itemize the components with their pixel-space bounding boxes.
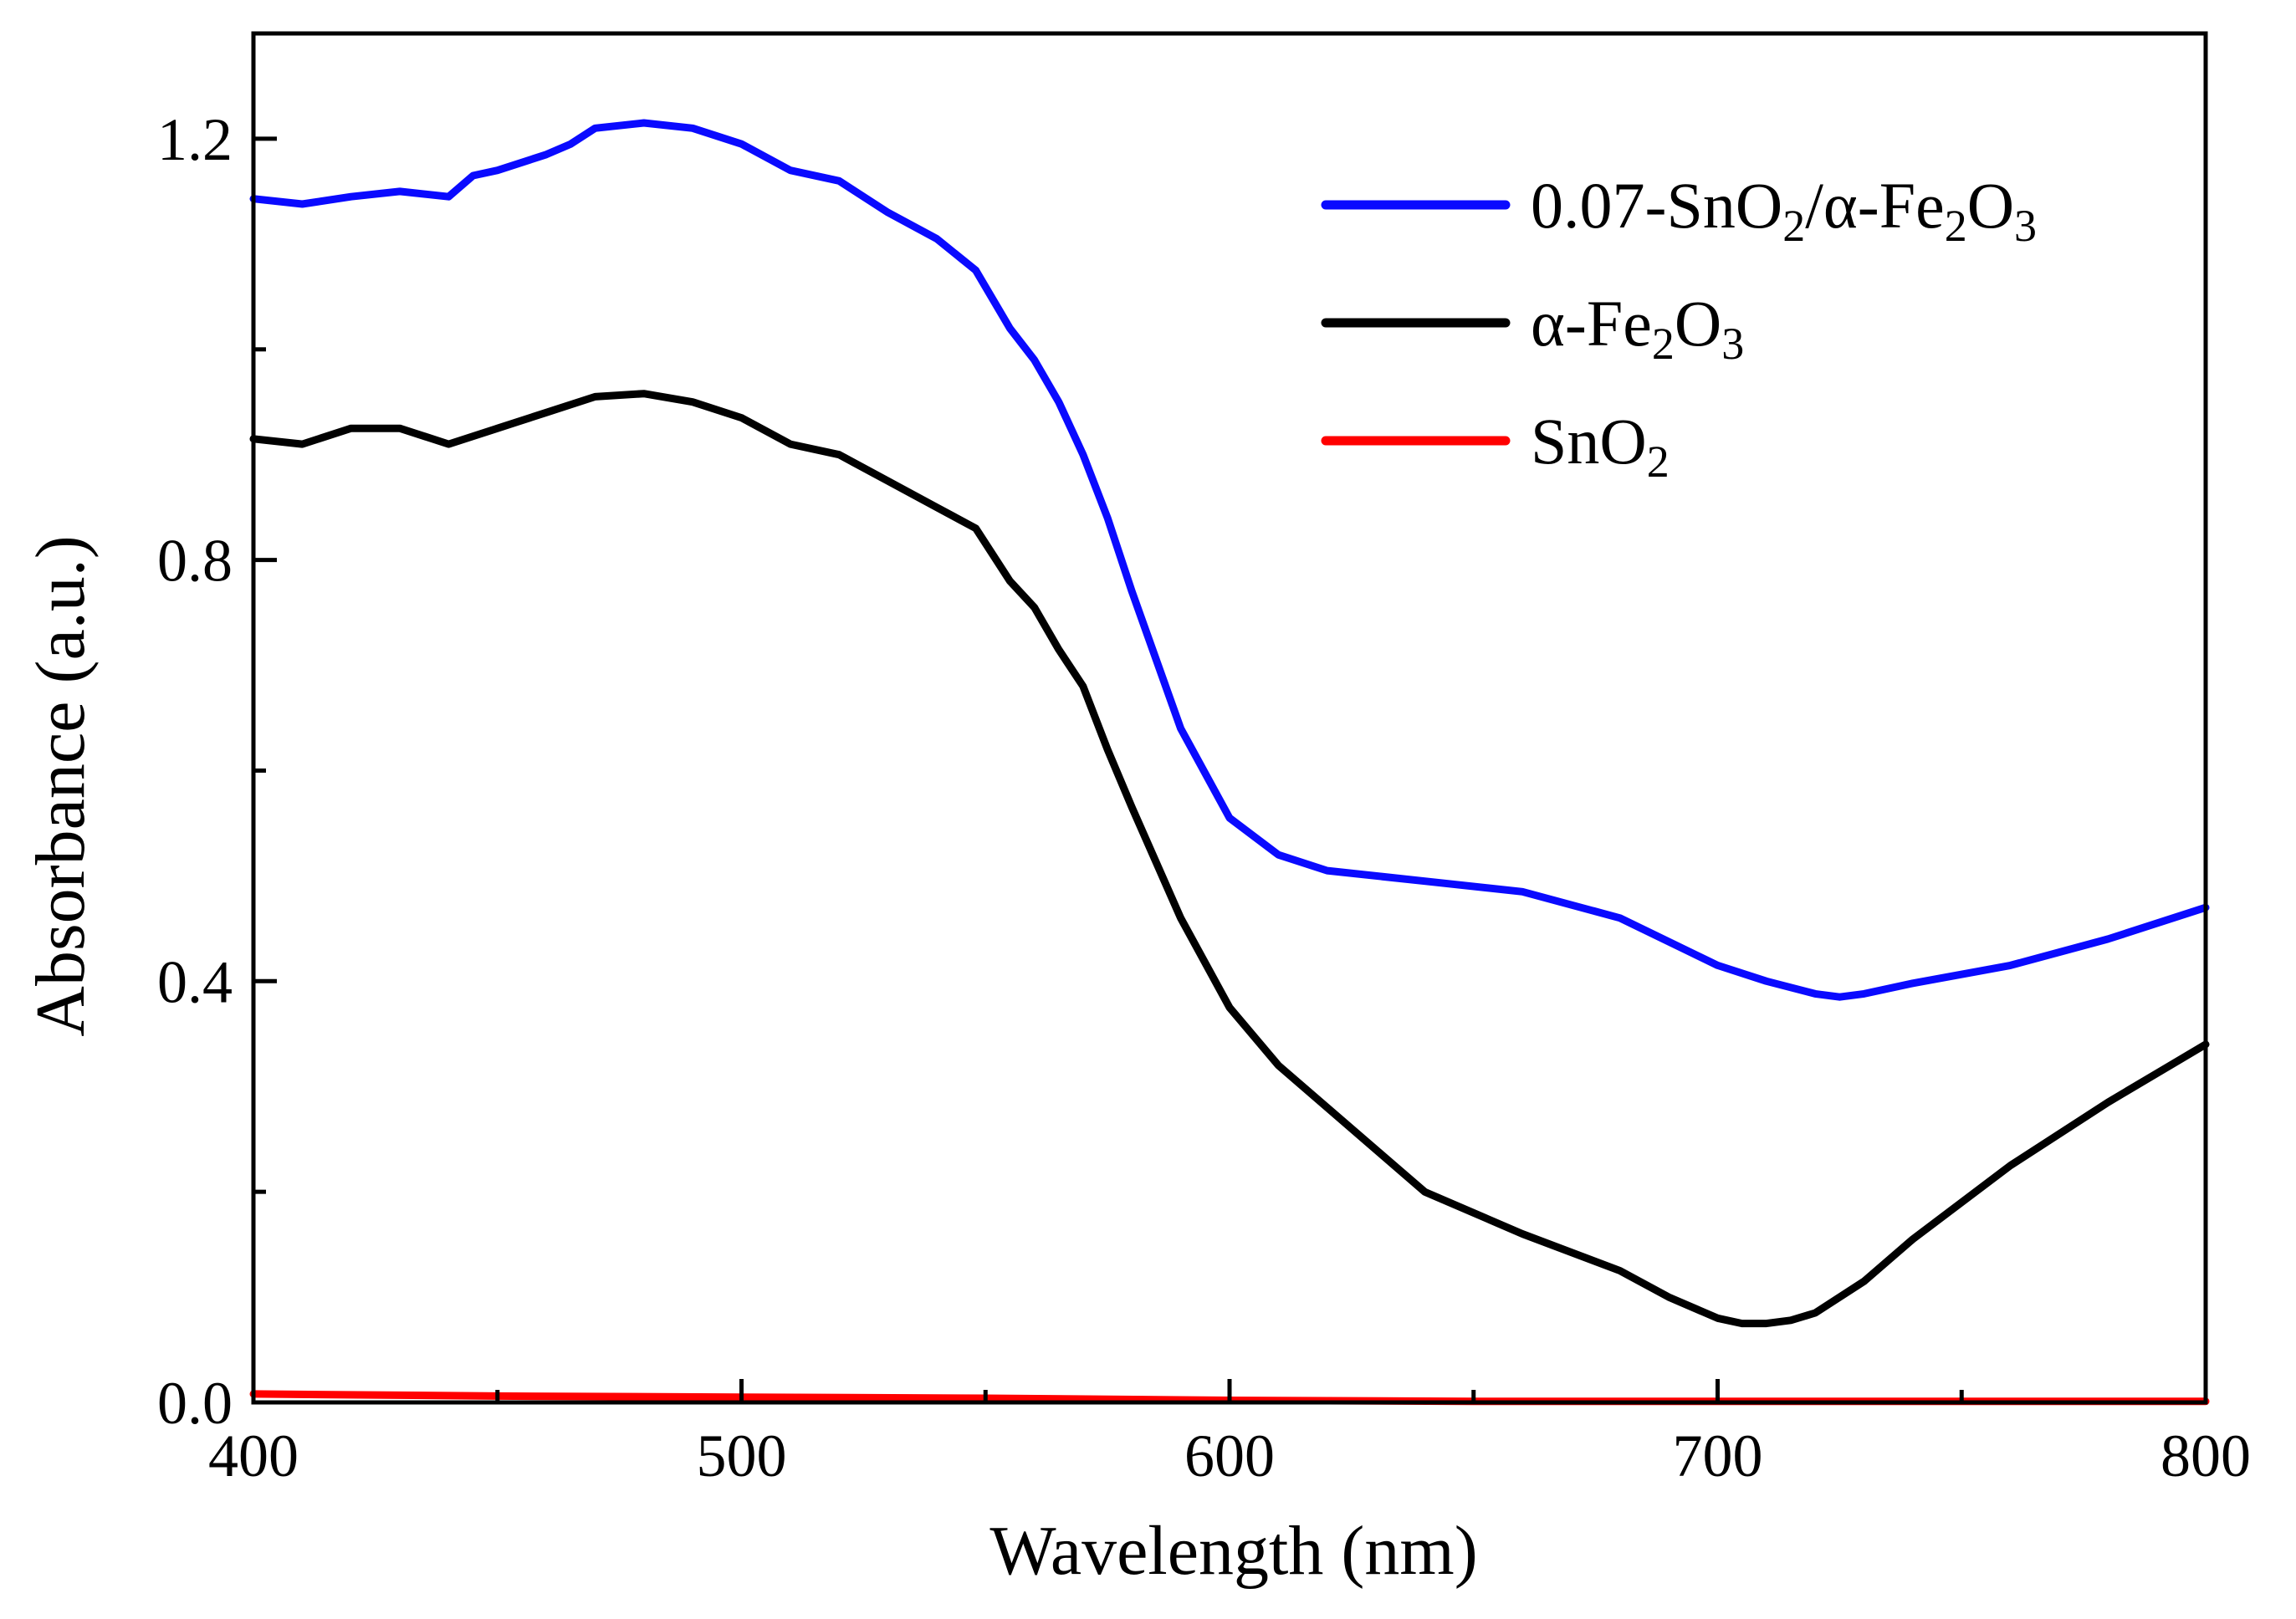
y-tick-label: 0.8	[157, 528, 233, 595]
legend-subscript: 2	[1652, 319, 1675, 369]
legend-subscript: 3	[1721, 319, 1744, 369]
axes-layer: 400 500 600 700 800 0.0 0.4 0.8 1.2	[157, 31, 2251, 1489]
legend-subscript: 2	[1782, 201, 1805, 251]
legend-text: α-Fe	[1531, 287, 1652, 360]
x-axis-title: Wavelength (nm)	[989, 1512, 1477, 1590]
legend-text: O	[1967, 169, 2014, 242]
legend-text: 0.07-SnO	[1531, 169, 1782, 242]
legend-label-0: 0.07-SnO2/α-Fe2O3	[1531, 169, 2037, 251]
legend-subscript: 2	[1647, 437, 1670, 487]
x-tick-label: 800	[2160, 1422, 2251, 1489]
legend-subscript: 3	[2014, 201, 2037, 251]
series-line-1	[249, 390, 2210, 1328]
legend-text: O	[1675, 287, 1721, 360]
x-tick-label: 500	[697, 1422, 787, 1489]
legend-label-1: α-Fe2O3	[1531, 287, 1744, 369]
legend-subscript: 2	[1945, 201, 1967, 251]
legend-label-2: SnO2	[1531, 405, 1670, 487]
legend-text: SnO	[1531, 405, 1647, 478]
x-tick-label: 600	[1184, 1422, 1275, 1489]
y-tick-label: 0.0	[157, 1370, 233, 1437]
x-tick-label: 700	[1673, 1422, 1763, 1489]
series-line-0	[249, 119, 2210, 1001]
y-axis-title: Absorbance (a.u.)	[22, 535, 100, 1036]
y-tick-label: 0.4	[157, 948, 233, 1015]
legend-text: /α-Fe	[1805, 169, 1945, 242]
y-tick-label: 1.2	[157, 106, 233, 173]
x-tick-label: 400	[208, 1422, 299, 1489]
